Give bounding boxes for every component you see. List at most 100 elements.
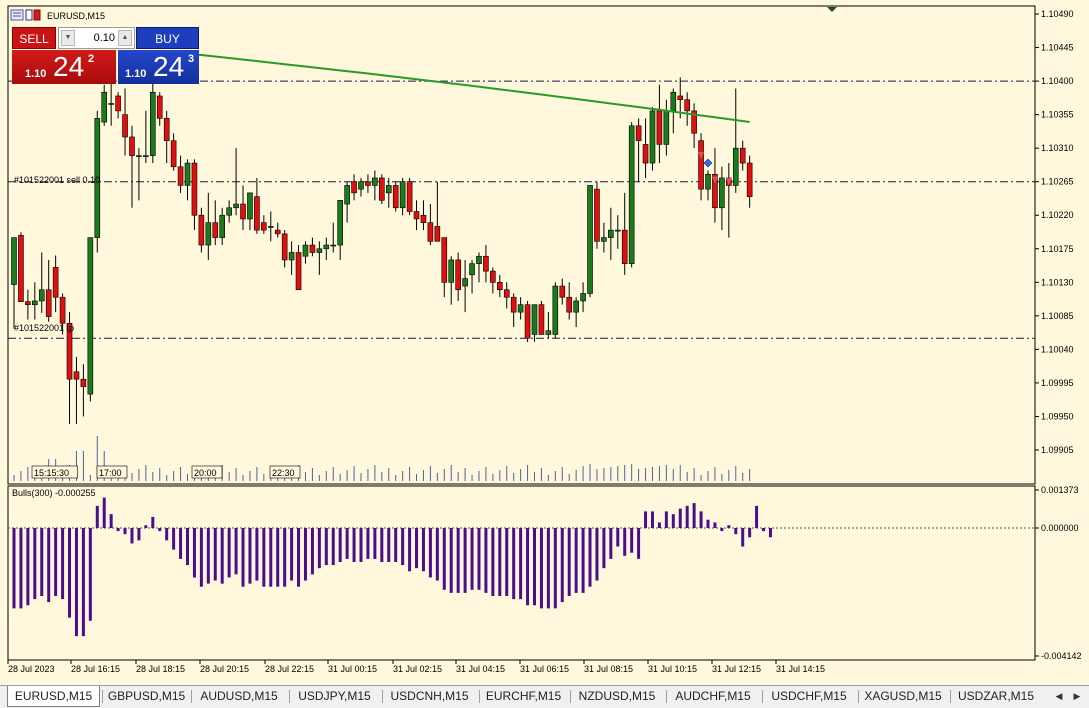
candle[interactable]	[66, 312, 73, 424]
candle[interactable]	[614, 215, 621, 249]
candle[interactable]	[254, 177, 260, 234]
window-list-icon[interactable]	[10, 9, 24, 21]
tab-eurchf-m15[interactable]: EURCHF,M15	[485, 689, 562, 703]
candle[interactable]	[288, 241, 295, 275]
candle[interactable]	[635, 118, 642, 182]
candle[interactable]	[483, 245, 489, 283]
lot-size-input[interactable]	[77, 30, 115, 46]
candle[interactable]	[621, 192, 628, 275]
tab-xagusd-m15[interactable]: XAGUSD,M15	[864, 689, 942, 703]
tab-nzdusd-m15[interactable]: NZDUSD,M15	[578, 689, 656, 703]
sell-button[interactable]: SELL	[12, 27, 56, 49]
candle[interactable]	[233, 148, 239, 216]
tab-usdchf-m15[interactable]: USDCHF,M15	[771, 689, 847, 703]
candle[interactable]	[372, 170, 378, 201]
chart-shift-marker[interactable]	[827, 7, 837, 12]
candle[interactable]	[205, 192, 212, 260]
sell-price-button[interactable]: 1.10 24 2	[12, 50, 116, 84]
candle[interactable]	[448, 256, 455, 305]
candle[interactable]	[38, 252, 45, 313]
candle[interactable]	[87, 237, 94, 402]
candle[interactable]	[316, 241, 323, 275]
candle[interactable]	[281, 230, 288, 268]
tab-scroll-right-icon[interactable]: ▶	[1073, 691, 1081, 701]
candle[interactable]	[11, 237, 17, 329]
candle[interactable]	[677, 77, 684, 119]
candle[interactable]	[719, 166, 725, 231]
candle[interactable]	[698, 133, 704, 201]
candle[interactable]	[441, 237, 448, 298]
candle[interactable]	[385, 177, 392, 208]
candle[interactable]	[732, 88, 739, 193]
candle[interactable]	[261, 215, 267, 234]
candle[interactable]	[163, 110, 170, 164]
candle[interactable]	[476, 252, 482, 283]
tab-usdzar-m15[interactable]: USDZAR,M15	[957, 689, 1034, 703]
candle[interactable]	[524, 300, 531, 342]
candle[interactable]	[746, 155, 753, 208]
candle[interactable]	[531, 304, 538, 342]
candle[interactable]	[45, 259, 52, 322]
candle[interactable]	[434, 181, 441, 242]
candle[interactable]	[406, 177, 413, 216]
candle[interactable]	[566, 282, 573, 320]
candles[interactable]	[11, 77, 753, 424]
candle[interactable]	[80, 364, 87, 417]
candle[interactable]	[309, 237, 316, 257]
candle[interactable]	[538, 300, 545, 335]
candle[interactable]	[136, 148, 142, 201]
candle[interactable]	[302, 241, 309, 264]
candle[interactable]	[545, 312, 552, 339]
candle[interactable]	[337, 200, 343, 260]
candle[interactable]	[413, 200, 420, 231]
tab-audchf-m15[interactable]: AUDCHF,M15	[675, 689, 751, 703]
candle[interactable]	[705, 170, 711, 201]
candle[interactable]	[18, 232, 24, 302]
candle[interactable]	[32, 282, 38, 320]
candle[interactable]	[94, 110, 101, 253]
candle[interactable]	[712, 148, 718, 223]
candle[interactable]	[358, 177, 364, 197]
candle[interactable]	[240, 185, 246, 231]
tab-scroll-left-icon[interactable]: ◀	[1055, 691, 1063, 701]
candle[interactable]	[469, 259, 475, 294]
candle[interactable]	[559, 278, 566, 305]
candle[interactable]	[517, 297, 524, 320]
candle[interactable]	[295, 245, 302, 291]
lot-increase-button[interactable]: ▲	[118, 30, 132, 46]
candle[interactable]	[580, 282, 586, 313]
candle[interactable]	[344, 181, 350, 223]
candle[interactable]	[587, 185, 593, 298]
sell-order-label[interactable]: #101522001 sell 0.10	[14, 175, 100, 185]
candle[interactable]	[573, 297, 579, 328]
tab-eurusd-m15[interactable]: EURUSD,M15	[7, 686, 100, 707]
buy-button[interactable]: BUY	[136, 27, 199, 49]
candle[interactable]	[115, 92, 121, 119]
candle[interactable]	[656, 84, 663, 164]
candle[interactable]	[392, 181, 399, 212]
candle[interactable]	[52, 255, 59, 313]
candle[interactable]	[365, 174, 371, 193]
candle[interactable]	[156, 92, 163, 126]
candle[interactable]	[25, 289, 31, 320]
candle[interactable]	[649, 107, 656, 171]
candle[interactable]	[247, 192, 253, 231]
candle[interactable]	[108, 81, 114, 126]
candle[interactable]	[490, 267, 496, 294]
candle[interactable]	[420, 200, 427, 231]
candle[interactable]	[73, 356, 80, 424]
candle[interactable]	[455, 252, 461, 301]
candle[interactable]	[594, 181, 600, 249]
candle[interactable]	[642, 118, 649, 178]
candle[interactable]	[177, 155, 184, 193]
tab-usdcnh-m15[interactable]: USDCNH,M15	[390, 689, 469, 703]
candle[interactable]	[170, 133, 177, 171]
candle[interactable]	[379, 174, 385, 205]
lot-decrease-button[interactable]: ▼	[61, 30, 75, 46]
candle[interactable]	[628, 122, 635, 268]
candle[interactable]	[267, 211, 274, 242]
candle[interactable]	[184, 159, 191, 201]
candle[interactable]	[219, 207, 225, 246]
candle[interactable]	[684, 92, 690, 126]
candle[interactable]	[274, 222, 281, 238]
